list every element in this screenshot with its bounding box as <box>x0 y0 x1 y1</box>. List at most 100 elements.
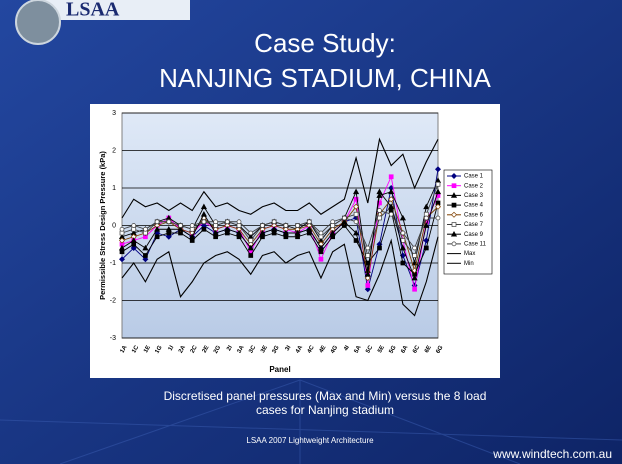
legend-label: Case 7 <box>464 222 484 228</box>
marker <box>435 215 441 221</box>
x-tick-label: 3A <box>237 344 246 354</box>
marker <box>248 253 254 258</box>
marker <box>248 230 254 236</box>
caption: Discretised panel pressures (Max and Min… <box>164 389 487 403</box>
marker <box>165 233 172 240</box>
marker <box>364 275 371 281</box>
marker <box>377 215 382 221</box>
marker <box>130 245 137 251</box>
marker <box>189 226 195 232</box>
logo-text: LSAA <box>66 0 120 21</box>
marker <box>450 230 458 237</box>
marker <box>260 223 265 228</box>
series-line <box>121 198 439 279</box>
marker <box>451 173 457 179</box>
logo-emblem <box>15 0 61 45</box>
marker <box>388 211 394 217</box>
marker <box>294 229 301 236</box>
legend-label: Min <box>464 261 474 267</box>
marker <box>200 211 208 217</box>
marker <box>329 229 336 236</box>
marker <box>119 230 125 236</box>
y-tick-label: -1 <box>110 260 116 267</box>
legend-label: Case 4 <box>464 203 484 209</box>
x-tick-label: 2C <box>190 344 199 354</box>
marker <box>154 234 160 240</box>
marker <box>166 219 172 225</box>
marker <box>131 226 137 232</box>
y-tick-label: 2 <box>112 147 116 154</box>
marker <box>388 196 395 203</box>
x-tick-label: 5C <box>365 344 374 354</box>
marker <box>212 229 219 236</box>
url: www.windtech.com.au <box>492 447 612 461</box>
x-tick-label: 4I <box>343 345 351 353</box>
marker <box>365 245 371 251</box>
y-tick-label: 3 <box>112 110 116 117</box>
x-tick-label: 1E <box>143 345 152 354</box>
marker <box>119 256 125 263</box>
marker <box>200 203 208 210</box>
y-tick-label: 0 <box>112 222 116 229</box>
marker <box>189 223 195 228</box>
x-tick-label: 2G <box>213 345 222 355</box>
x-tick-label: 3G <box>272 345 281 355</box>
x-tick-label: 4A <box>295 344 304 354</box>
legend-label: Case 9 <box>464 232 484 238</box>
marker <box>412 253 417 258</box>
marker <box>342 215 347 221</box>
marker <box>154 219 160 225</box>
marker <box>143 230 148 236</box>
x-tick-label: 3E <box>260 345 269 354</box>
marker <box>353 219 359 225</box>
legend-label: Case 3 <box>464 193 484 199</box>
x-tick-label: 5E <box>377 345 386 354</box>
marker <box>435 166 441 173</box>
marker <box>224 226 231 232</box>
marker <box>377 208 382 213</box>
marker <box>143 253 148 258</box>
marker <box>295 223 300 228</box>
marker <box>352 229 360 236</box>
x-tick-label: 1I <box>168 345 176 353</box>
x-tick-label: 6G <box>435 345 444 355</box>
marker <box>330 223 336 228</box>
marker <box>423 245 429 251</box>
marker <box>365 253 371 258</box>
x-tick-label: 1A <box>120 344 129 354</box>
marker <box>236 223 242 228</box>
marker <box>201 219 207 225</box>
marker <box>376 192 383 198</box>
marker <box>165 226 172 232</box>
marker <box>412 286 417 292</box>
marker <box>177 226 184 232</box>
x-tick-label: 2A <box>178 344 187 354</box>
marker <box>143 226 148 232</box>
x-tick-label: 2I <box>226 345 234 353</box>
marker <box>189 233 196 240</box>
x-tick-label: 6A <box>400 344 409 354</box>
marker <box>271 226 278 232</box>
legend-label: Case 1 <box>464 174 484 180</box>
slide-title: Case Study: <box>254 28 396 58</box>
marker <box>377 245 382 251</box>
marker <box>399 214 406 221</box>
legend-label: Case 2 <box>464 183 484 189</box>
marker <box>142 256 149 263</box>
marker <box>451 222 457 227</box>
x-tick-label: 6C <box>412 344 421 354</box>
marker <box>434 188 442 195</box>
x-axis-label: Panel <box>269 365 290 374</box>
x-tick-label: 3I <box>285 345 293 353</box>
marker <box>364 286 371 293</box>
x-tick-label: 4C <box>307 344 316 354</box>
decor-lines <box>0 379 622 464</box>
marker <box>353 203 360 210</box>
marker <box>450 192 458 198</box>
marker <box>318 230 324 236</box>
marker <box>451 241 457 247</box>
marker <box>119 237 125 244</box>
marker <box>411 274 418 281</box>
marker <box>317 244 325 251</box>
